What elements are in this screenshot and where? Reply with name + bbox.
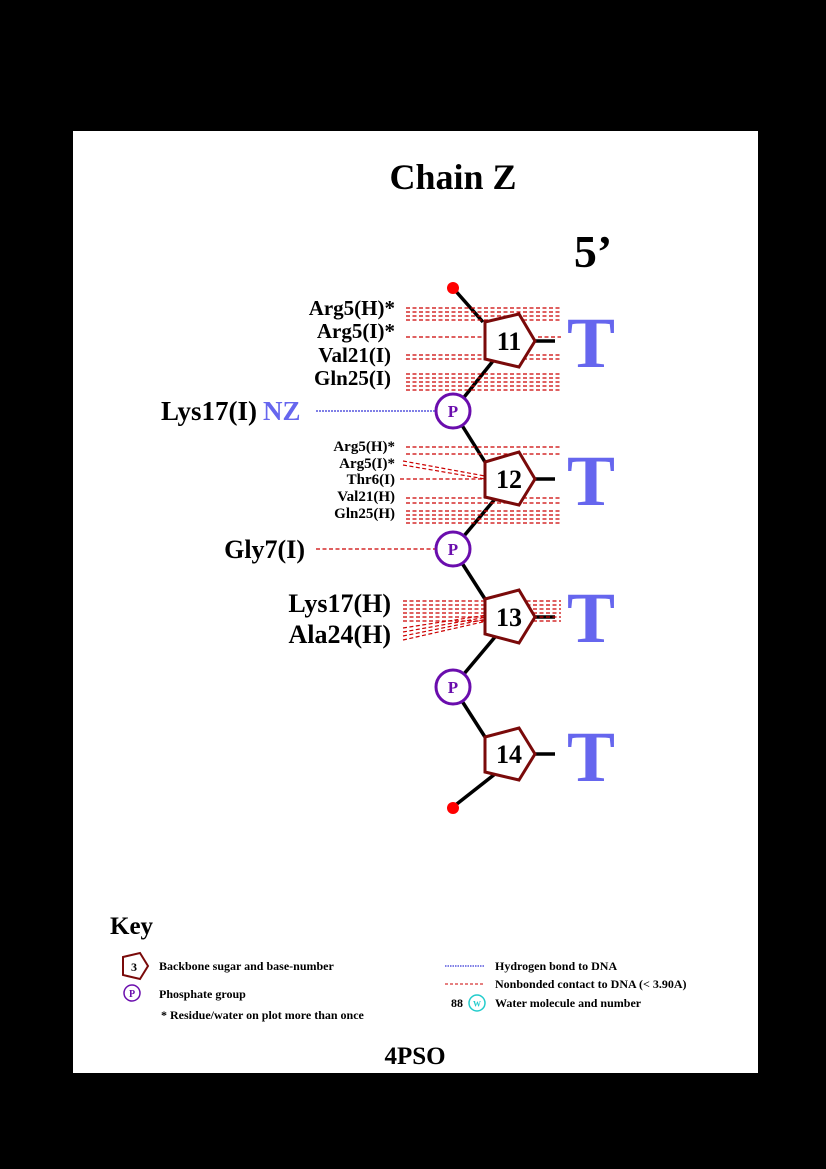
sugar-13 bbox=[483, 588, 537, 645]
sugar-11 bbox=[483, 312, 537, 369]
sugar-legend-number: 3 bbox=[131, 960, 137, 974]
nucleotide-number-11: 11 bbox=[497, 327, 522, 356]
residue-label: Thr6(I) bbox=[347, 472, 395, 488]
residue-label: Arg5(H)* bbox=[309, 296, 395, 320]
legend-title: Key bbox=[110, 913, 154, 940]
legend-water-label: Water molecule and number bbox=[495, 996, 642, 1010]
chain-title: Chain Z bbox=[389, 157, 516, 197]
phosphate-3 bbox=[434, 668, 472, 706]
phosphate-legend-icon bbox=[123, 984, 141, 1002]
phosphate-3-label: P bbox=[448, 678, 458, 697]
legend-water-number: 88 bbox=[451, 996, 463, 1010]
phosphate-legend-symbol: P bbox=[129, 989, 135, 1000]
base-13: T bbox=[567, 578, 615, 658]
sugars bbox=[483, 312, 537, 782]
phosphate-2 bbox=[434, 530, 472, 568]
nonbonded-contacts bbox=[316, 307, 561, 641]
legend: Key 3 Backbone sugar and base-number P P… bbox=[110, 913, 687, 1022]
base-12: T bbox=[567, 441, 615, 521]
legend-sugar-label: Backbone sugar and base-number bbox=[159, 959, 334, 973]
dna-contact-diagram: Chain Z 5’ bbox=[110, 157, 687, 1070]
sugar-12 bbox=[483, 450, 537, 507]
residue-label: Gln25(H) bbox=[334, 506, 395, 522]
residue-label: Lys17(H) bbox=[288, 589, 391, 618]
residue-label: Arg5(H)* bbox=[333, 439, 395, 455]
residue-label: Gly7(I) bbox=[224, 535, 305, 564]
residue-label: Lys17(I) bbox=[161, 396, 257, 426]
phosphate-2-label: P bbox=[448, 540, 458, 559]
residue-label: Arg5(I)* bbox=[339, 456, 395, 472]
terminus-5prime bbox=[447, 282, 459, 294]
legend-phosphate-label: Phosphate group bbox=[159, 987, 246, 1001]
phosphates: P P P bbox=[434, 392, 472, 706]
legend-hbond-label: Hydrogen bond to DNA bbox=[495, 959, 617, 973]
nucleotide-number-14: 14 bbox=[496, 740, 522, 769]
residue-label: Val21(I) bbox=[318, 343, 391, 367]
sugar-legend-icon bbox=[122, 951, 150, 981]
water-legend-symbol: W bbox=[473, 1000, 481, 1009]
base-14: T bbox=[567, 717, 615, 797]
pdb-code: 4PSO bbox=[384, 1043, 445, 1070]
diagram-page: Chain Z 5’ bbox=[73, 131, 758, 1073]
sugar-14 bbox=[483, 726, 537, 782]
nucleotide-number-12: 12 bbox=[496, 465, 522, 494]
base-11: T bbox=[567, 303, 615, 383]
five-prime-label: 5’ bbox=[574, 226, 612, 277]
residue-label: Ala24(H) bbox=[288, 620, 391, 649]
bases: T T T T bbox=[567, 303, 615, 797]
residue-label: Gln25(I) bbox=[314, 366, 391, 390]
atom-label: NZ bbox=[263, 396, 301, 426]
residue-label: Val21(H) bbox=[337, 489, 395, 505]
phosphate-1 bbox=[434, 392, 472, 430]
terminus-3prime bbox=[447, 802, 459, 814]
residue-label: Arg5(I)* bbox=[317, 319, 395, 343]
phosphate-1-label: P bbox=[448, 402, 458, 421]
water-legend-icon bbox=[468, 994, 486, 1012]
legend-nonbonded-label: Nonbonded contact to DNA (< 3.90A) bbox=[495, 977, 687, 991]
nucleotide-number-13: 13 bbox=[496, 603, 522, 632]
legend-repeat-label: * Residue/water on plot more than once bbox=[161, 1008, 365, 1022]
